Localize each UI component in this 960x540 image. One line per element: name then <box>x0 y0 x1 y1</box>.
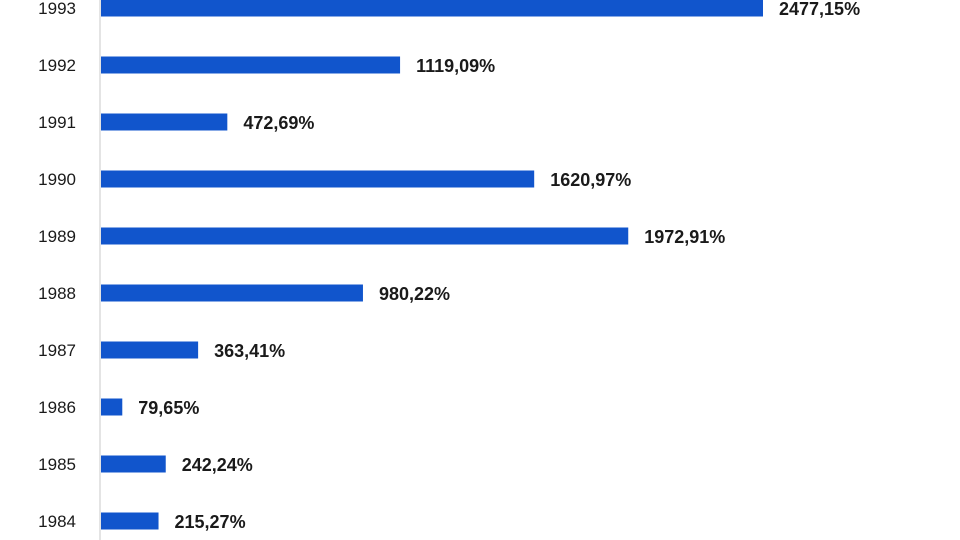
bar-1993 <box>101 0 763 17</box>
bar-1986 <box>101 398 123 416</box>
value-label-1984: 215,27% <box>175 512 246 532</box>
value-label-1993: 2477,15% <box>779 0 860 19</box>
category-label-1985: 1985 <box>38 455 76 474</box>
value-label-1991: 472,69% <box>243 113 314 133</box>
category-label-1991: 1991 <box>38 113 76 132</box>
category-label-1988: 1988 <box>38 284 76 303</box>
value-label-1988: 980,22% <box>379 284 450 304</box>
value-label-1986: 79,65% <box>138 398 199 418</box>
bar-1984 <box>101 512 159 530</box>
value-label-1989: 1972,91% <box>644 227 725 247</box>
bars-group <box>101 0 763 530</box>
category-label-1992: 1992 <box>38 56 76 75</box>
bar-1987 <box>101 341 199 359</box>
category-label-1984: 1984 <box>38 512 76 531</box>
value-label-1992: 1119,09% <box>416 56 495 76</box>
bar-1989 <box>101 227 629 245</box>
category-label-1989: 1989 <box>38 227 76 246</box>
category-labels-group: 1993 1992 1991 1990 1989 1988 1987 1986 1985 1984 <box>38 0 76 531</box>
bar-1990 <box>101 170 535 188</box>
bar-1988 <box>101 284 363 302</box>
bar-1992 <box>101 56 401 74</box>
value-label-1987: 363,41% <box>214 341 285 361</box>
value-label-1985: 242,24% <box>182 455 253 475</box>
value-labels-group: 2477,15% 1119,09% 472,69% 1620,97% 1972,91% 9… <box>138 0 860 532</box>
category-label-1993: 1993 <box>38 0 76 18</box>
bar-1991 <box>101 113 228 131</box>
category-label-1987: 1987 <box>38 341 76 360</box>
category-label-1986: 1986 <box>38 398 76 417</box>
bar-1985 <box>101 455 166 473</box>
value-label-1990: 1620,97% <box>550 170 631 190</box>
category-label-1990: 1990 <box>38 170 76 189</box>
